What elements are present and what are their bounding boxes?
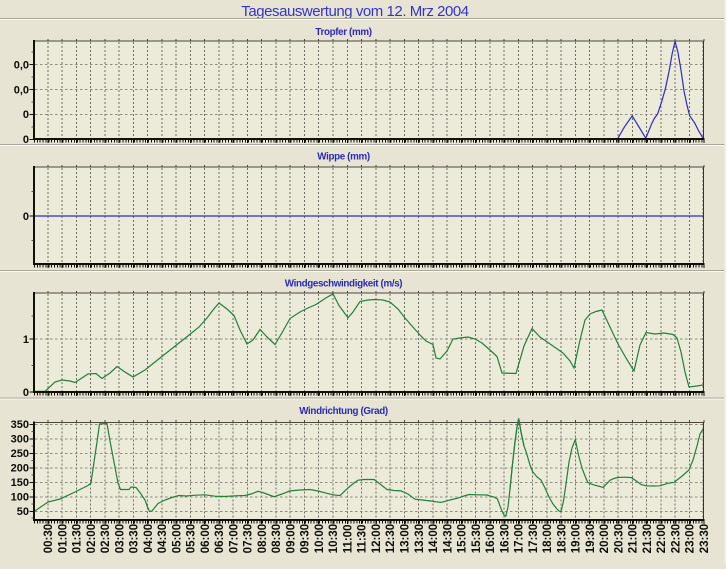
svg-text:0,0: 0,0 <box>14 84 29 96</box>
svg-text:06:30: 06:30 <box>214 524 226 553</box>
svg-text:00:30: 00:30 <box>43 524 55 553</box>
svg-text:05:30: 05:30 <box>186 524 198 553</box>
svg-text:11:30: 11:30 <box>357 525 369 554</box>
svg-text:Wippe (mm): Wippe (mm) <box>317 152 370 163</box>
svg-text:10:00: 10:00 <box>314 524 326 553</box>
svg-text:17:00: 17:00 <box>514 524 526 553</box>
svg-text:11:00: 11:00 <box>342 525 354 554</box>
svg-text:19:30: 19:30 <box>585 524 597 553</box>
svg-text:08:00: 08:00 <box>257 524 269 553</box>
svg-text:Windgeschwindigkeit (m/s): Windgeschwindigkeit (m/s) <box>285 279 403 290</box>
svg-text:300: 300 <box>11 434 29 446</box>
svg-text:20:30: 20:30 <box>613 524 625 553</box>
svg-text:08:30: 08:30 <box>271 524 283 553</box>
svg-text:14:00: 14:00 <box>428 524 440 553</box>
svg-text:13:00: 13:00 <box>400 524 412 553</box>
svg-text:0,0: 0,0 <box>14 59 29 71</box>
svg-text:16:30: 16:30 <box>499 524 511 553</box>
svg-text:18:00: 18:00 <box>542 524 554 553</box>
svg-text:09:00: 09:00 <box>285 524 297 553</box>
svg-text:07:00: 07:00 <box>228 524 240 553</box>
svg-text:0: 0 <box>23 387 29 399</box>
svg-text:06:00: 06:00 <box>200 524 212 553</box>
svg-text:Tagesauswertung vom 12. Mrz 20: Tagesauswertung vom 12. Mrz 2004 <box>241 3 469 20</box>
svg-text:21:30: 21:30 <box>642 524 654 553</box>
svg-text:04:00: 04:00 <box>143 524 155 553</box>
svg-text:10:30: 10:30 <box>328 524 340 553</box>
svg-text:09:30: 09:30 <box>300 524 312 553</box>
svg-text:21:00: 21:00 <box>628 524 640 553</box>
svg-text:14:30: 14:30 <box>442 524 454 553</box>
svg-text:02:00: 02:00 <box>86 524 98 553</box>
svg-text:15:30: 15:30 <box>471 524 483 553</box>
svg-text:12:00: 12:00 <box>371 524 383 553</box>
svg-text:19:00: 19:00 <box>571 524 583 553</box>
svg-text:18:30: 18:30 <box>556 524 568 553</box>
svg-text:04:30: 04:30 <box>157 524 169 553</box>
svg-text:200: 200 <box>11 463 29 475</box>
svg-text:15:00: 15:00 <box>457 524 469 553</box>
svg-text:20:00: 20:00 <box>599 524 611 553</box>
svg-text:250: 250 <box>11 448 29 460</box>
svg-text:Windrichtung (Grad): Windrichtung (Grad) <box>299 406 388 417</box>
svg-text:01:00: 01:00 <box>57 524 69 553</box>
svg-text:16:00: 16:00 <box>485 524 497 553</box>
svg-text:1: 1 <box>23 334 29 346</box>
svg-text:23:30: 23:30 <box>699 524 711 553</box>
svg-text:17:30: 17:30 <box>528 524 540 553</box>
svg-text:22:00: 22:00 <box>656 524 668 553</box>
svg-text:0: 0 <box>23 134 29 146</box>
svg-text:150: 150 <box>11 477 29 489</box>
svg-text:07:30: 07:30 <box>243 524 255 553</box>
svg-text:50: 50 <box>17 506 29 518</box>
svg-text:0: 0 <box>23 211 29 223</box>
svg-text:Tropfer (mm): Tropfer (mm) <box>315 27 371 38</box>
svg-text:23:00: 23:00 <box>685 524 697 553</box>
svg-text:01:30: 01:30 <box>72 524 84 553</box>
svg-text:13:30: 13:30 <box>414 524 426 553</box>
svg-text:100: 100 <box>11 492 29 504</box>
svg-text:03:00: 03:00 <box>114 524 126 553</box>
svg-text:03:30: 03:30 <box>129 524 141 553</box>
svg-text:05:00: 05:00 <box>171 524 183 553</box>
svg-text:02:30: 02:30 <box>100 524 112 553</box>
svg-text:0: 0 <box>23 109 29 121</box>
svg-text:350: 350 <box>11 419 29 431</box>
svg-text:22:30: 22:30 <box>670 524 682 553</box>
svg-text:12:30: 12:30 <box>385 524 397 553</box>
